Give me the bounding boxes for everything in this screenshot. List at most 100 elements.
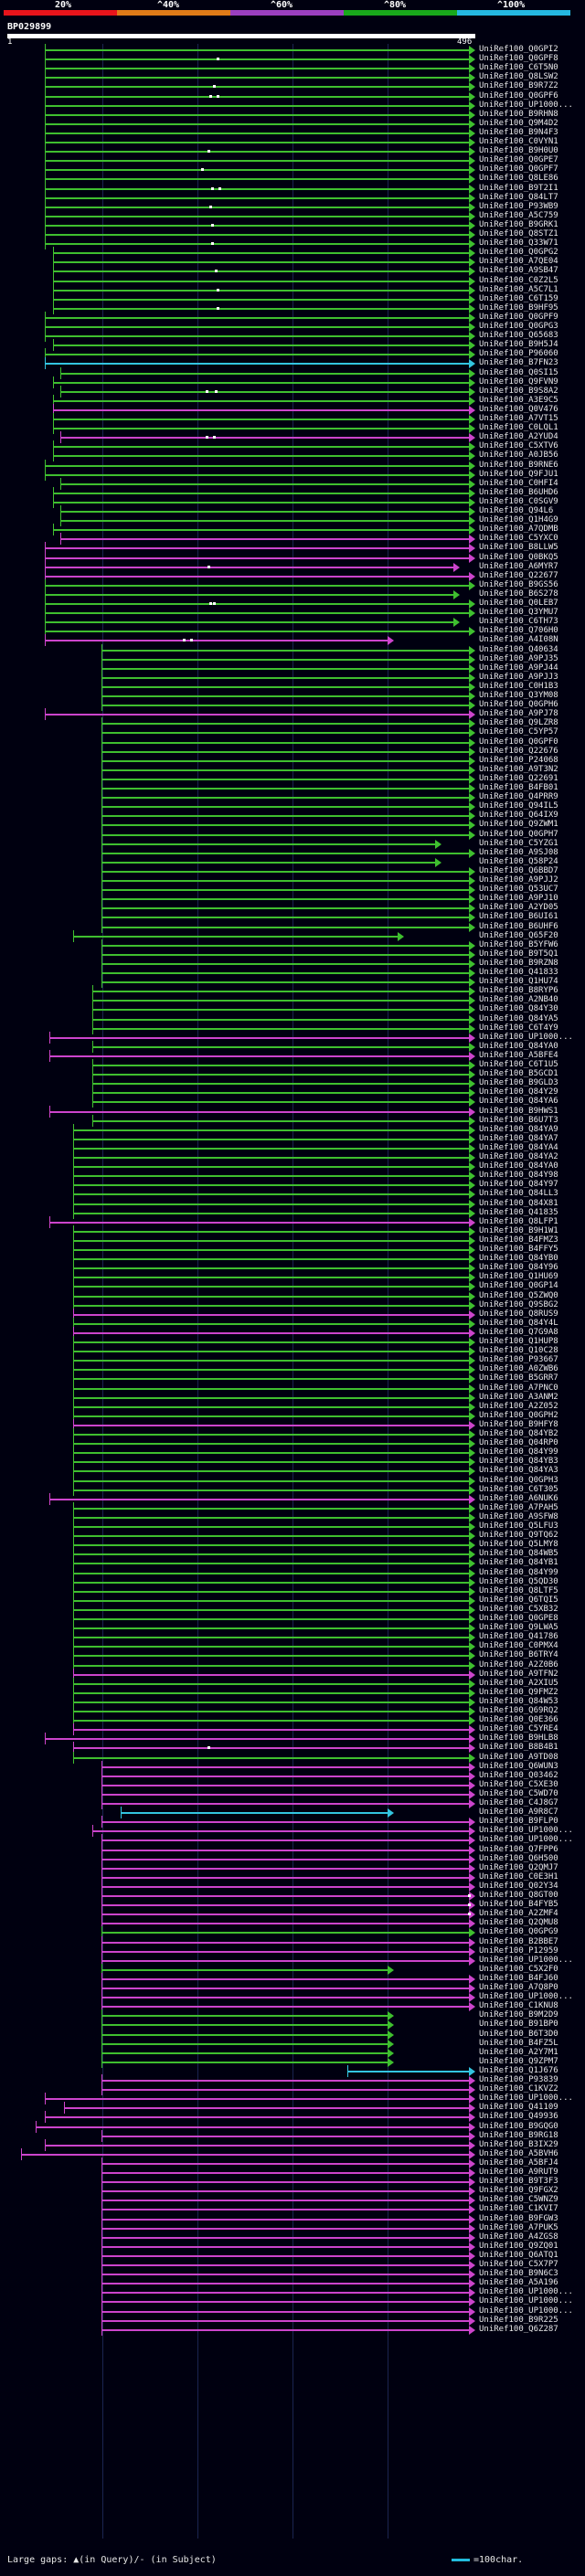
hit-row[interactable]: UniRef100_Q84YA6 [0, 1096, 585, 1108]
hit-label[interactable]: UniRef100_Q84YA0 [479, 1161, 558, 1171]
hit-label[interactable]: UniRef100_Q84LT7 [479, 192, 558, 202]
hit-row[interactable]: UniRef100_Q84YB1 [0, 1557, 585, 1570]
hit-row[interactable]: UniRef100_A3ANM2 [0, 1391, 585, 1404]
hit-row[interactable]: UniRef100_P12959 [0, 1945, 585, 1957]
hit-row[interactable]: UniRef100_B9GLD3 [0, 1077, 585, 1090]
hit-row[interactable]: UniRef100_P93WB9 [0, 200, 585, 213]
hit-row[interactable]: UniRef100_Q84YB0 [0, 1253, 585, 1266]
hit-label[interactable]: UniRef100_Q6BBD7 [479, 865, 558, 875]
hit-label[interactable]: UniRef100_A9TD08 [479, 1752, 558, 1762]
hit-label[interactable]: UniRef100_Q84WB5 [479, 1549, 558, 1559]
hit-label[interactable]: UniRef100_P93WB9 [479, 201, 558, 211]
hit-row[interactable]: UniRef100_C5YZG1 [0, 837, 585, 850]
hit-row[interactable]: UniRef100_A6NUK6 [0, 1492, 585, 1505]
hit-label[interactable]: UniRef100_C5WNZ9 [479, 2195, 558, 2205]
hit-row[interactable]: UniRef100_Q9FMZ2 [0, 1686, 585, 1699]
hit-row[interactable]: UniRef100_Q6H500 [0, 1852, 585, 1865]
hit-label[interactable]: UniRef100_A7Q8P0 [479, 1983, 558, 1992]
hit-label[interactable]: UniRef100_Q02Y34 [479, 1881, 558, 1891]
hit-label[interactable]: UniRef100_Q6WUN3 [479, 1761, 558, 1771]
hit-row[interactable]: UniRef100_B6U7T3 [0, 1114, 585, 1127]
hit-row[interactable]: UniRef100_Q64IX9 [0, 810, 585, 822]
hit-label[interactable]: UniRef100_C6T305 [479, 1484, 558, 1494]
hit-label[interactable]: UniRef100_Q9ZPM7 [479, 2056, 558, 2066]
hit-row[interactable]: UniRef100_Q0GPE8 [0, 1613, 585, 1625]
hit-row[interactable]: UniRef100_Q84YA0 [0, 1040, 585, 1053]
hit-label[interactable]: UniRef100_C1KVZ2 [479, 2084, 558, 2094]
hit-row[interactable]: UniRef100_Q6TQI5 [0, 1594, 585, 1606]
hit-row[interactable]: UniRef100_Q9LWA5 [0, 1622, 585, 1635]
hit-label[interactable]: UniRef100_Q84Y29 [479, 1087, 558, 1097]
hit-label[interactable]: UniRef100_Q9FMZ2 [479, 1687, 558, 1697]
hit-row[interactable]: UniRef100_A5A196 [0, 2277, 585, 2290]
hit-label[interactable]: UniRef100_C0E3H1 [479, 1871, 558, 1882]
hit-label[interactable]: UniRef100_A3E9C5 [479, 395, 558, 405]
hit-row[interactable]: UniRef100_Q9FVN9 [0, 376, 585, 388]
hit-label[interactable]: UniRef100_Q84YB2 [479, 1429, 558, 1438]
hit-row[interactable]: UniRef100_Q65683 [0, 330, 585, 343]
hit-label[interactable]: UniRef100_Q1H4G9 [479, 515, 558, 525]
hit-row[interactable]: UniRef100_Q9FGX2 [0, 2185, 585, 2198]
hit-row[interactable]: UniRef100_Q8LSW2 [0, 71, 585, 84]
hit-label[interactable]: UniRef100_C0HFI4 [479, 478, 558, 488]
hit-row[interactable]: UniRef100_Q84Y96 [0, 1262, 585, 1275]
hit-row[interactable]: UniRef100_Q53UC7 [0, 884, 585, 896]
hit-label[interactable]: UniRef100_B4FMZ3 [479, 1235, 558, 1245]
hit-row[interactable]: UniRef100_Q0GPH6 [0, 699, 585, 712]
hit-label[interactable]: UniRef100_Q22676 [479, 746, 558, 756]
hit-row[interactable]: UniRef100_Q9M4D2 [0, 117, 585, 130]
hit-row[interactable]: UniRef100_B9RG18 [0, 2129, 585, 2142]
hit-label[interactable]: UniRef100_Q6ATQ1 [479, 2250, 558, 2260]
hit-row[interactable]: UniRef100_Q8LTF5 [0, 1585, 585, 1597]
hit-row[interactable]: UniRef100_B9HFY8 [0, 1418, 585, 1431]
hit-row[interactable]: UniRef100_C6T4Y9 [0, 1022, 585, 1034]
hit-label[interactable]: UniRef100_Q84YB3 [479, 1457, 558, 1467]
hit-label[interactable]: UniRef100_Q0GPG9 [479, 1927, 558, 1937]
hit-row[interactable]: UniRef100_C6T159 [0, 292, 585, 305]
hit-label[interactable]: UniRef100_UP1000... [479, 100, 573, 110]
hit-row[interactable]: UniRef100_B4FJ60 [0, 1972, 585, 1985]
hit-row[interactable]: UniRef100_Q84Y99 [0, 1566, 585, 1579]
hit-row[interactable]: UniRef100_Q0GPE7 [0, 154, 585, 167]
hit-row[interactable]: UniRef100_B8RYP6 [0, 985, 585, 998]
hit-row[interactable]: UniRef100_Q84Y4L [0, 1317, 585, 1330]
hit-row[interactable]: UniRef100_B9T3F3 [0, 2176, 585, 2189]
hit-row[interactable]: UniRef100_Q84YA2 [0, 1151, 585, 1163]
hit-label[interactable]: UniRef100_C5YZG1 [479, 838, 558, 848]
hit-row[interactable]: UniRef100_Q6Z287 [0, 2323, 585, 2336]
hit-label[interactable]: UniRef100_A9T3N2 [479, 764, 558, 774]
hit-row[interactable]: UniRef100_A3E9C5 [0, 394, 585, 407]
hit-row[interactable]: UniRef100_C5YRE4 [0, 1723, 585, 1736]
hit-row[interactable]: UniRef100_Q84YA4 [0, 1141, 585, 1154]
hit-row[interactable]: UniRef100_C4J8G7 [0, 1797, 585, 1809]
hit-row[interactable]: UniRef100_C0H1B3 [0, 680, 585, 693]
hit-row[interactable]: UniRef100_B9T2I1 [0, 182, 585, 195]
hit-label[interactable]: UniRef100_Q65F20 [479, 930, 558, 940]
hit-row[interactable]: UniRef100_B9GQG0 [0, 2120, 585, 2133]
hit-label[interactable]: UniRef100_Q41833 [479, 968, 558, 977]
hit-label[interactable]: UniRef100_Q7FPP6 [479, 1844, 558, 1854]
hit-label[interactable]: UniRef100_C5XE30 [479, 1779, 558, 1789]
hit-row[interactable]: UniRef100_C0Z2L5 [0, 274, 585, 287]
hit-row[interactable]: UniRef100_Q0GPI2 [0, 44, 585, 56]
hit-label[interactable]: UniRef100_C6T5N0 [479, 63, 558, 73]
hit-row[interactable]: UniRef100_UP1000... [0, 2305, 585, 2317]
hit-label[interactable]: UniRef100_A9PJJ3 [479, 672, 558, 682]
hit-row[interactable]: UniRef100_B5GRR7 [0, 1373, 585, 1385]
hit-row[interactable]: UniRef100_A9PJJ3 [0, 671, 585, 684]
hit-label[interactable]: UniRef100_Q0LEB7 [479, 599, 558, 608]
hit-label[interactable]: UniRef100_A9SJ08 [479, 847, 558, 857]
hit-label[interactable]: UniRef100_B9H1W1 [479, 1225, 558, 1235]
hit-row[interactable]: UniRef100_B8LLW5 [0, 542, 585, 555]
hit-row[interactable]: UniRef100_Q84YA3 [0, 1465, 585, 1478]
hit-label[interactable]: UniRef100_Q94IL5 [479, 801, 558, 811]
hit-label[interactable]: UniRef100_Q84Y97 [479, 1180, 558, 1190]
hit-row[interactable]: UniRef100_A5C759 [0, 209, 585, 222]
hit-label[interactable]: UniRef100_Q9LZR8 [479, 718, 558, 728]
hit-row[interactable]: UniRef100_Q1J676 [0, 2064, 585, 2077]
hit-row[interactable]: UniRef100_Q2QMU8 [0, 1917, 585, 1930]
hit-label[interactable]: UniRef100_Q3YMU7 [479, 608, 558, 618]
hit-row[interactable]: UniRef100_UP1000... [0, 2093, 585, 2105]
hit-label[interactable]: UniRef100_Q1HU69 [479, 1272, 558, 1282]
hit-row[interactable]: UniRef100_Q9ZPM7 [0, 2055, 585, 2068]
